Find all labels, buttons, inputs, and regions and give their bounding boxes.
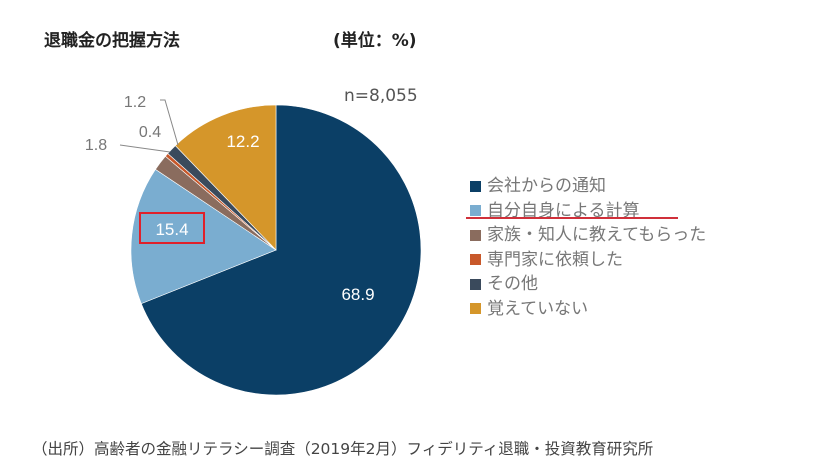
legend: 会社からの通知自分自身による計算家族・知人に教えてもらった 専門家に依頼した その他…: [470, 174, 706, 321]
chart-title: 退職金の把握方法: [44, 31, 180, 51]
pie-slice-5: [174, 104, 277, 251]
pie-slice-0: [140, 104, 422, 396]
legend-label: 家族・知人に教えてもらった: [487, 225, 707, 245]
data-label-5: 12.2: [226, 132, 259, 151]
legend-swatch: [470, 229, 481, 241]
data-label-3: 0.4: [139, 124, 161, 141]
data-label-0: 68.9: [341, 285, 374, 304]
source-footer: （出所）高齢者の金融リテラシー調査（2019年2月）フィデリティ退職・投資教育研…: [32, 440, 654, 458]
leader-line-4: [160, 99, 179, 146]
legend-swatch: [470, 180, 481, 192]
sample-size: n=8,055: [344, 86, 418, 106]
legend-swatch: [470, 303, 481, 315]
data-label-1: 15.4: [155, 220, 188, 239]
highlight-underline: [466, 217, 678, 219]
legend-item: その他: [470, 272, 706, 297]
data-label-4: 1.2: [124, 94, 146, 111]
unit-label: (単位：%): [333, 31, 417, 51]
legend-swatch: [470, 254, 481, 266]
highlight-box: [139, 212, 205, 244]
legend-label: 専門家に依頼した: [487, 249, 623, 270]
legend-item: 会社からの通知: [470, 174, 706, 199]
data-label-2: 1.8: [85, 137, 107, 154]
legend-label: 会社からの通知: [487, 176, 606, 196]
legend-swatch: [470, 205, 481, 217]
leader-line-2: [119, 144, 171, 153]
legend-swatch: [470, 278, 481, 290]
legend-item: 専門家に依頼した: [470, 248, 706, 273]
legend-item: 自分自身による計算: [470, 199, 706, 224]
legend-label: 自分自身による計算: [487, 200, 640, 221]
legend-item: 家族・知人に教えてもらった: [470, 223, 706, 248]
legend-item: 覚えていない: [470, 297, 706, 322]
legend-label: 覚えていない: [487, 298, 589, 319]
legend-label: その他: [487, 274, 538, 294]
